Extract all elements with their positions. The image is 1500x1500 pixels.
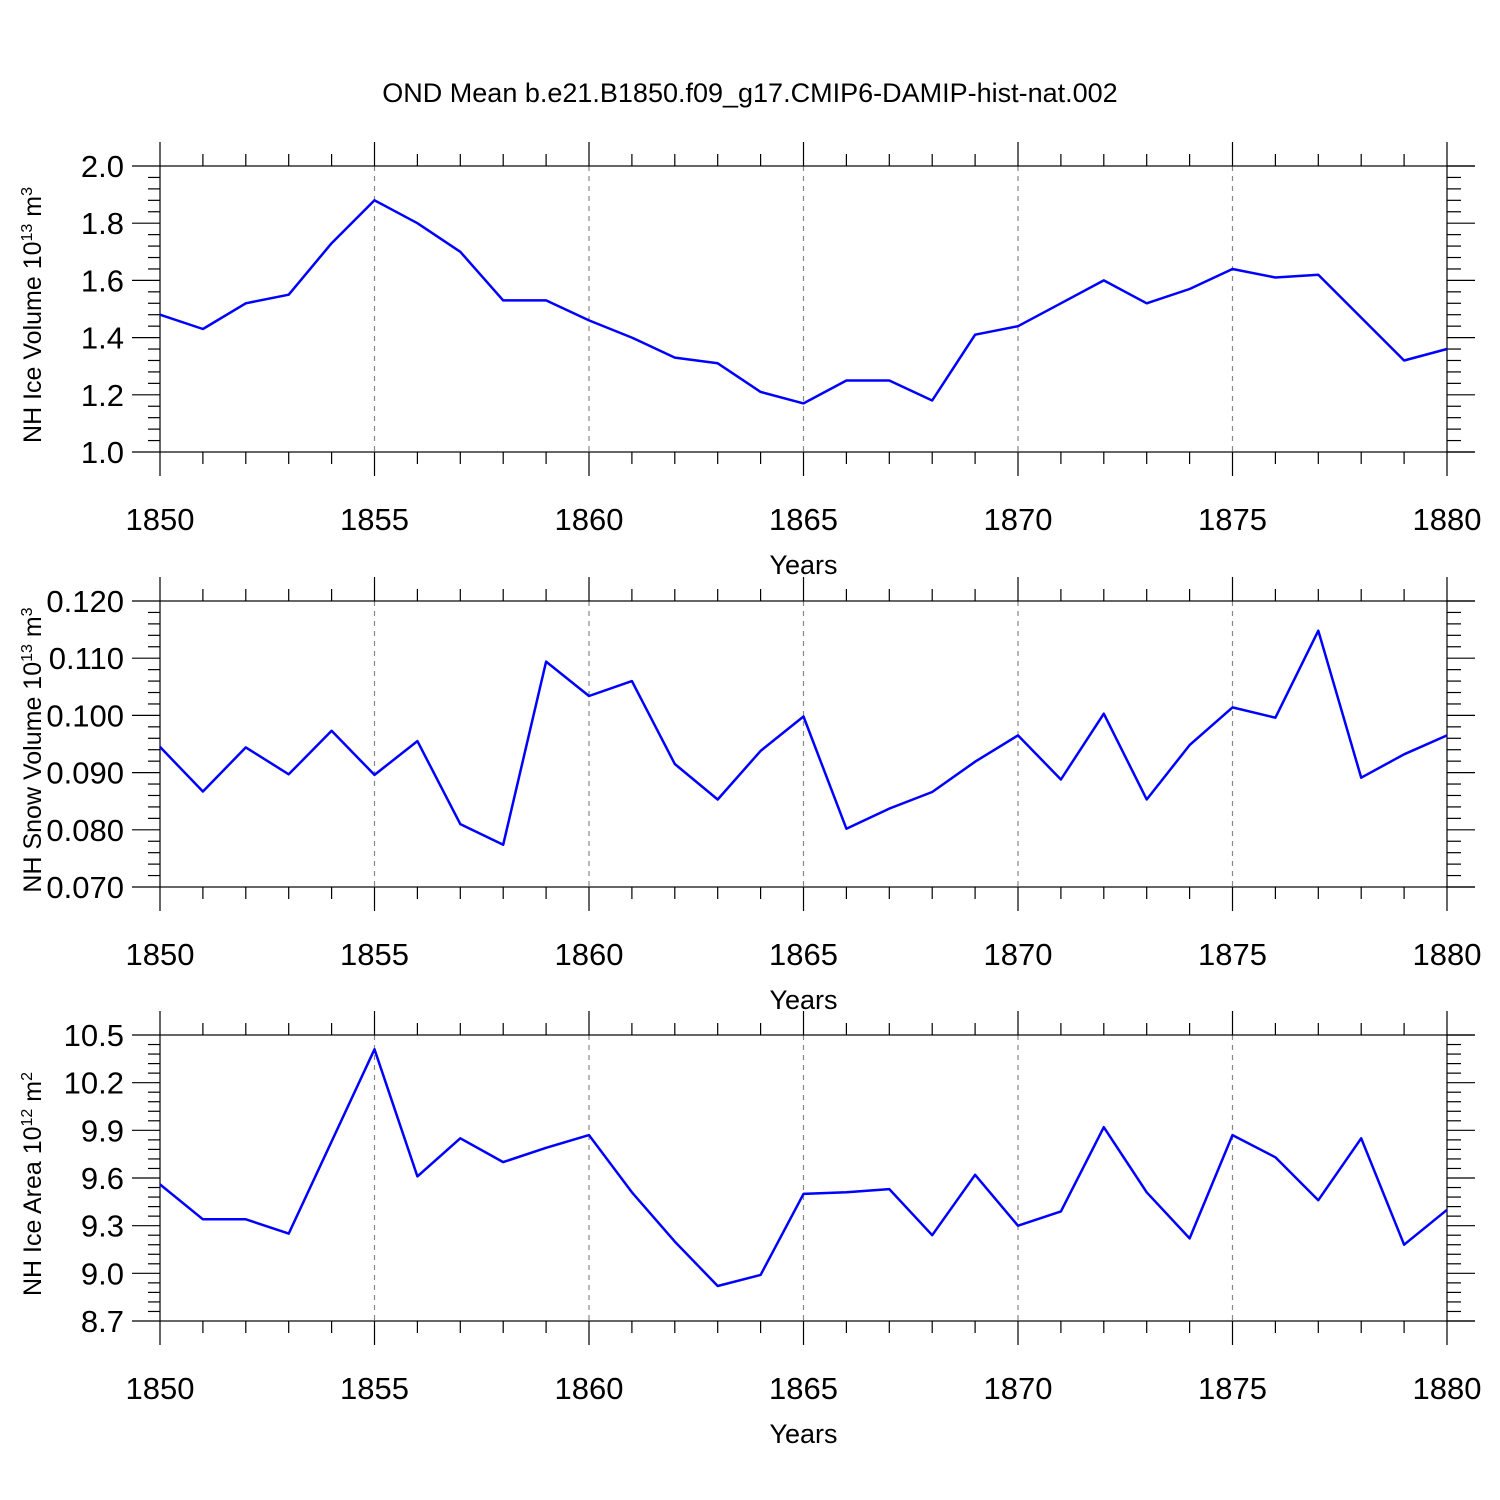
- x-tick-label: 1870: [984, 937, 1053, 972]
- y-label-text: NH Ice Area 10: [19, 1126, 47, 1296]
- y-tick-label: 10.5: [64, 1018, 124, 1053]
- y-axis-label-group: NH Snow Volume 1013 m3: [19, 607, 47, 892]
- y-tick-label: 0.100: [46, 698, 124, 733]
- x-tick-label: 1865: [769, 1371, 838, 1406]
- y-tick-label: 2.0: [81, 149, 124, 184]
- y-label-text: NH Snow Volume 10: [19, 662, 47, 893]
- y-tick-label: 9.0: [81, 1256, 124, 1291]
- y-label-text: m: [19, 196, 47, 224]
- x-tick-label: 1865: [769, 937, 838, 972]
- x-tick-label: 1875: [1198, 1371, 1267, 1406]
- y-tick-label: 0.110: [49, 641, 124, 676]
- y-tick-label: 0.090: [46, 756, 124, 791]
- y-label-superscript: 13: [19, 644, 36, 662]
- y-tick-label: 1.4: [81, 321, 124, 356]
- x-tick-label: 1850: [126, 502, 195, 537]
- x-tick-label: 1880: [1413, 502, 1482, 537]
- x-tick-label: 1855: [340, 502, 409, 537]
- y-tick-label: 1.0: [81, 435, 124, 470]
- x-tick-label: 1860: [555, 502, 624, 537]
- x-axis-label: Years: [769, 550, 837, 580]
- y-label-superscript: 3: [19, 187, 36, 196]
- y-tick-label: 0.080: [46, 813, 124, 848]
- x-tick-label: 1880: [1413, 937, 1482, 972]
- y-tick-label: 0.070: [46, 870, 124, 905]
- panel-3: 1850 1855 1860 1865 1870 1875 1880 8.7 9.0 9.3 9.6…: [19, 1011, 1481, 1449]
- y-label-superscript: 13: [19, 224, 36, 242]
- y-label-superscript: 2: [19, 1072, 36, 1081]
- x-tick-label: 1850: [126, 937, 195, 972]
- y-label-text: m: [19, 1081, 47, 1109]
- x-tick-label: 1855: [340, 1371, 409, 1406]
- x-tick-label: 1875: [1198, 502, 1267, 537]
- series-line: [159, 1048, 1448, 1288]
- chart-panels: 1850 1855 1860 1865 1870 1875 1880 1.0 1.2 1.4 1.6…: [19, 142, 1481, 1449]
- y-label-text: m: [19, 616, 47, 644]
- x-tick-label: 1870: [984, 502, 1053, 537]
- y-tick-label: 9.9: [81, 1113, 124, 1148]
- x-tick-label: 1880: [1413, 1371, 1482, 1406]
- y-tick-label: 0.120: [46, 584, 124, 619]
- y-axis-label-group: NH Ice Volume 1013 m3: [19, 187, 47, 443]
- series-line: [159, 629, 1448, 846]
- x-tick-label: 1865: [769, 502, 838, 537]
- y-tick-label: 1.6: [81, 263, 124, 298]
- y-tick-label: 9.3: [81, 1209, 124, 1244]
- x-axis-label: Years: [769, 985, 837, 1015]
- x-tick-label: 1875: [1198, 937, 1267, 972]
- y-axis-label: NH Snow Volume 1013 m3: [19, 607, 47, 892]
- x-tick-label: 1860: [555, 937, 624, 972]
- panel-2: 1850 1855 1860 1865 1870 1875 1880 0.070 0.080 0.…: [19, 577, 1481, 1015]
- x-tick-label: 1860: [555, 1371, 624, 1406]
- figure-title: OND Mean b.e21.B1850.f09_g17.CMIP6-DAMIP…: [382, 78, 1117, 108]
- y-label-superscript: 12: [19, 1109, 36, 1127]
- x-tick-label: 1855: [340, 937, 409, 972]
- y-tick-label: 9.6: [81, 1161, 124, 1196]
- y-label-superscript: 3: [19, 607, 36, 616]
- x-tick-label: 1850: [126, 1371, 195, 1406]
- y-axis-label: NH Ice Area 1012 m2: [19, 1072, 47, 1296]
- y-tick-label: 1.2: [81, 378, 124, 413]
- x-tick-label: 1870: [984, 1371, 1053, 1406]
- y-axis-label-group: NH Ice Area 1012 m2: [19, 1072, 47, 1296]
- y-tick-label: 8.7: [81, 1304, 124, 1339]
- panel-1: 1850 1855 1860 1865 1870 1875 1880 1.0 1.2 1.4 1.6…: [19, 142, 1481, 580]
- y-axis-label: NH Ice Volume 1013 m3: [19, 187, 47, 443]
- x-axis-label: Years: [769, 1419, 837, 1449]
- y-tick-label: 10.2: [64, 1066, 124, 1101]
- series-line: [159, 199, 1448, 405]
- y-label-text: NH Ice Volume 10: [19, 241, 47, 443]
- y-tick-label: 1.8: [81, 206, 124, 241]
